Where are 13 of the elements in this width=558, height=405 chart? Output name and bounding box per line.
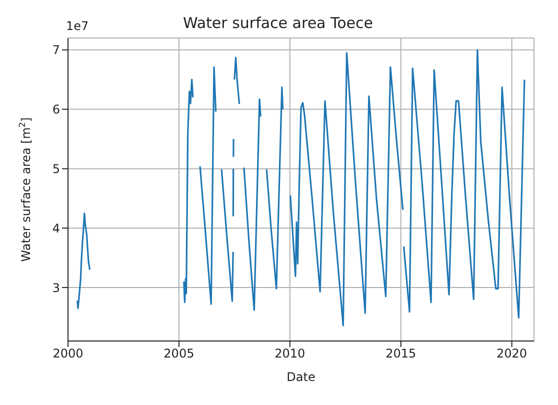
chart-title: Water surface area Toece	[182, 14, 374, 32]
x-tick-label: 2010	[274, 346, 306, 361]
y-tick-label: 7	[52, 43, 60, 58]
x-tick-label: 2020	[496, 346, 528, 361]
y-tick-label: 6	[52, 102, 60, 117]
y-tick-label: 5	[52, 162, 60, 176]
y-tick-label: 3	[52, 280, 60, 295]
x-tick-label: 2000	[52, 346, 84, 361]
y-tick-label: 4	[52, 221, 60, 236]
x-tick-label: 2005	[164, 346, 194, 361]
x-axis-title: Date	[286, 370, 316, 384]
text: 1e7	[66, 19, 89, 33]
x-tick-label: 2015	[386, 346, 416, 361]
